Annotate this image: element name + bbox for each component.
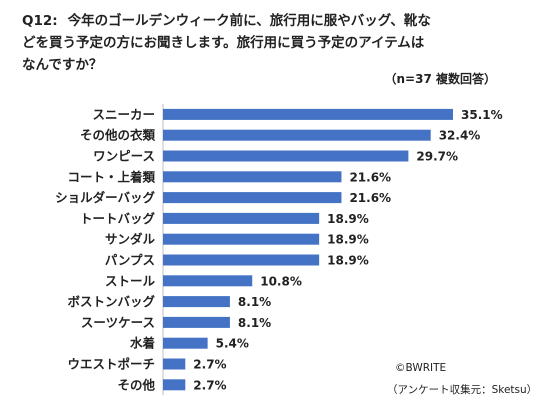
value-label: 35.1% <box>461 108 503 122</box>
category-label: その他 <box>117 377 155 392</box>
category-label: その他の衣類 <box>80 128 156 143</box>
question-text-1: 今年のゴールデンウィーク前に、旅行用に服やバッグ、靴な <box>67 13 431 29</box>
value-label: 2.7% <box>193 378 226 392</box>
value-label: 18.9% <box>327 254 369 268</box>
bar <box>163 316 230 328</box>
bar <box>163 212 320 224</box>
category-label: 水着 <box>130 336 155 351</box>
bar <box>163 150 409 162</box>
bar <box>163 129 431 141</box>
bar <box>163 108 453 120</box>
bar <box>163 379 186 391</box>
value-label: 2.7% <box>193 358 226 372</box>
question-line-3: なんですか？ <box>22 57 103 73</box>
category-label: ショルダーバッグ <box>55 190 155 205</box>
value-label: 8.1% <box>238 316 271 330</box>
bar <box>163 275 253 287</box>
source-note: （アンケート収集元：Sketsu） <box>387 384 536 396</box>
bar <box>163 192 342 204</box>
category-label: トートバッグ <box>80 211 156 226</box>
value-label: 21.6% <box>349 170 391 184</box>
category-label: サンダル <box>105 232 156 247</box>
bar <box>163 337 208 349</box>
question-title: Q12: 今年のゴールデンウィーク前に、旅行用に服やバッグ、靴な どを買う予定の方… <box>22 10 522 76</box>
value-label: 8.1% <box>238 295 271 309</box>
bar <box>163 171 342 183</box>
category-label: スーツケース <box>81 315 155 330</box>
category-label: コート・上着類 <box>67 169 155 184</box>
value-label: 18.9% <box>327 233 369 247</box>
question-line-2: どを買う予定の方にお聞きします。旅行用に買う予定のアイテムは <box>22 35 425 51</box>
category-label: パンプス <box>105 253 155 268</box>
bar <box>163 296 230 308</box>
category-label: ストール <box>105 273 156 288</box>
value-label: 5.4% <box>216 337 249 351</box>
question-number: Q12: <box>22 13 58 29</box>
category-label: スニーカー <box>92 107 155 122</box>
sample-note: （n=37 複数回答） <box>384 72 496 86</box>
category-label: ボストンバッグ <box>67 294 155 309</box>
category-label: ワンピース <box>93 149 155 164</box>
value-label: 21.6% <box>349 191 391 205</box>
value-label: 32.4% <box>439 129 481 143</box>
bar <box>163 254 320 266</box>
value-label: 18.9% <box>327 212 369 226</box>
bar <box>163 233 320 245</box>
value-label: 10.8% <box>260 274 302 288</box>
question-line-1: Q12: 今年のゴールデンウィーク前に、旅行用に服やバッグ、靴な <box>22 10 522 32</box>
category-label: ウエストポーチ <box>67 357 155 372</box>
copyright: ©BWRITE <box>395 362 447 374</box>
value-label: 29.7% <box>416 150 458 164</box>
bar <box>163 358 186 370</box>
